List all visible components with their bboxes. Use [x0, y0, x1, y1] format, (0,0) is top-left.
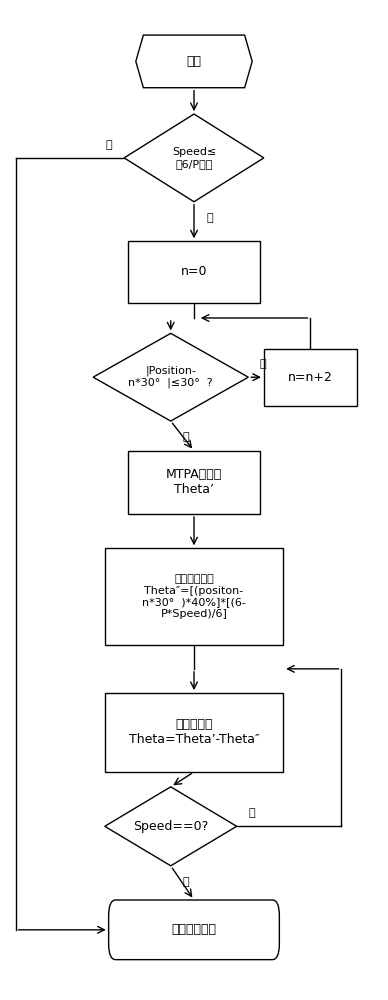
- Text: 否: 否: [105, 140, 112, 150]
- Text: n=n+2: n=n+2: [288, 371, 333, 384]
- Text: 结束堵转控制: 结束堵转控制: [171, 923, 217, 936]
- FancyBboxPatch shape: [264, 349, 357, 406]
- Text: 是: 是: [248, 808, 255, 818]
- Text: 是: 是: [183, 432, 190, 442]
- Polygon shape: [105, 787, 237, 866]
- FancyBboxPatch shape: [109, 900, 279, 960]
- Text: 堵转控制角
Theta=Theta’-Theta″: 堵转控制角 Theta=Theta’-Theta″: [129, 718, 259, 746]
- Polygon shape: [136, 35, 252, 88]
- Polygon shape: [124, 114, 264, 202]
- Text: Speed≤
（6/P）？: Speed≤ （6/P）？: [172, 147, 216, 169]
- Text: |Position-
n*30°  |≤30°  ?: |Position- n*30° |≤30° ?: [128, 366, 213, 388]
- FancyBboxPatch shape: [105, 548, 283, 645]
- Text: 否: 否: [183, 877, 190, 887]
- FancyBboxPatch shape: [105, 693, 283, 772]
- Text: 开始: 开始: [187, 55, 201, 68]
- Text: MTPA控制角
Theta’: MTPA控制角 Theta’: [166, 468, 222, 496]
- Text: 是: 是: [206, 213, 213, 223]
- Text: 否: 否: [260, 359, 267, 369]
- FancyBboxPatch shape: [128, 241, 260, 303]
- Text: Speed==0?: Speed==0?: [133, 820, 208, 833]
- FancyBboxPatch shape: [128, 451, 260, 514]
- Text: 控制角调整量
Theta″=[(positon-
n*30°  )*40%]*[(6-
P*Speed)/6]: 控制角调整量 Theta″=[(positon- n*30° )*40%]*[(…: [142, 574, 246, 619]
- Polygon shape: [93, 333, 248, 421]
- Text: n=0: n=0: [181, 265, 207, 278]
